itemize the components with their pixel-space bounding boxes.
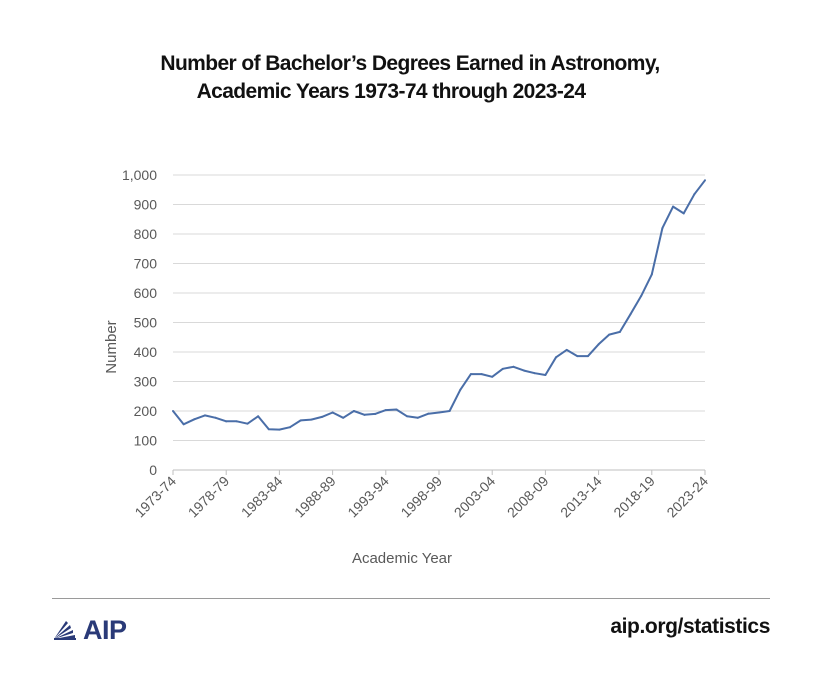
data-point: [704, 179, 706, 182]
data-point: [533, 372, 536, 375]
data-point: [555, 356, 558, 359]
gridlines: [173, 174, 705, 441]
logo-text: AIP: [83, 614, 127, 645]
data-point: [406, 415, 409, 418]
x-axis-title: Academic Year: [352, 550, 452, 567]
x-tick-label: 2018-19: [610, 473, 658, 521]
data-point: [608, 333, 611, 336]
data-point: [597, 343, 600, 346]
data-point: [267, 428, 270, 431]
data-point: [693, 193, 696, 196]
data-point: [650, 273, 653, 276]
data-point: [576, 355, 579, 358]
x-tick-label: 1973-74: [131, 473, 179, 521]
series-line: [172, 179, 706, 431]
footer-url-link[interactable]: aip.org/statistics: [610, 615, 770, 638]
data-point: [363, 413, 366, 416]
data-point: [182, 423, 185, 426]
data-point: [203, 414, 206, 417]
data-point: [352, 410, 355, 412]
data-point: [501, 367, 504, 370]
y-axis-ticks: 0 100 200 300 400 500 600 700 800 900 1,000: [122, 167, 157, 478]
data-point: [586, 355, 589, 358]
y-axis-title: Number: [103, 320, 120, 373]
data-point: [225, 420, 228, 423]
y-tick-label: 300: [134, 374, 158, 390]
data-point: [395, 408, 398, 411]
data-point: [448, 410, 451, 412]
y-tick-label: 1,000: [122, 167, 157, 183]
data-point: [342, 416, 345, 419]
data-point: [320, 415, 323, 418]
data-point: [193, 418, 196, 421]
y-tick-label: 0: [149, 462, 157, 478]
data-point: [299, 419, 302, 422]
footer-divider: [52, 598, 770, 599]
x-tick-label: 1988-89: [291, 473, 339, 521]
data-point: [459, 388, 462, 391]
data-point: [512, 365, 515, 368]
series-layer: [172, 179, 706, 431]
x-tick-label: 2008-09: [504, 473, 552, 521]
x-tick-label: 1998-99: [397, 473, 445, 521]
data-point: [629, 313, 632, 316]
y-tick-label: 500: [134, 315, 158, 331]
data-point: [172, 410, 174, 412]
data-point: [214, 416, 217, 419]
data-point: [438, 411, 440, 414]
data-point: [523, 369, 526, 372]
data-point: [480, 373, 483, 376]
y-tick-label: 700: [134, 256, 158, 272]
x-tick-label: 1978-79: [185, 473, 233, 521]
y-tick-label: 900: [134, 197, 158, 213]
chart-subtitle: Academic Years 1973-74 through 2023-24: [196, 80, 586, 103]
aip-logo[interactable]: AIP: [52, 613, 127, 647]
y-tick-label: 800: [134, 226, 158, 242]
y-tick-label: 600: [134, 285, 158, 301]
line-chart: 0 100 200 300 400 500 600 700 800 900 1,000 1973-7…: [103, 167, 711, 567]
data-point: [235, 420, 238, 423]
x-tick-label: 1983-84: [238, 473, 286, 521]
data-point: [661, 227, 664, 230]
data-point: [618, 330, 621, 333]
aip-fan-logo-icon: [54, 621, 76, 640]
chart-title-block: Number of Bachelor’s Degrees Earned in A…: [0, 50, 820, 106]
data-point: [491, 375, 494, 378]
y-tick-label: 200: [134, 403, 158, 419]
data-point: [289, 426, 292, 429]
chart-title: Number of Bachelor’s Degrees Earned in A…: [160, 52, 660, 75]
data-point: [544, 374, 547, 377]
x-tick-label: 2023-24: [663, 473, 711, 521]
y-tick-label: 400: [134, 344, 158, 360]
data-point: [672, 205, 675, 208]
data-point: [257, 415, 260, 418]
x-axis: 1973-74 1978-79 1983-84 1988-89 1993-94 1998-…: [131, 469, 711, 521]
data-point: [416, 416, 419, 419]
data-point: [310, 418, 313, 421]
data-point: [246, 422, 249, 425]
x-tick-label: 2003-04: [451, 473, 499, 521]
data-point: [469, 373, 472, 376]
x-tick-label: 2013-14: [557, 473, 605, 521]
data-point: [427, 412, 430, 415]
x-tick-label: 1993-94: [344, 473, 392, 521]
data-point: [565, 348, 568, 351]
data-point: [374, 412, 377, 415]
data-point: [331, 411, 334, 414]
data-point: [384, 409, 387, 412]
data-point: [640, 294, 643, 297]
y-tick-label: 100: [134, 433, 158, 449]
data-point: [682, 212, 685, 215]
data-point: [278, 428, 281, 431]
